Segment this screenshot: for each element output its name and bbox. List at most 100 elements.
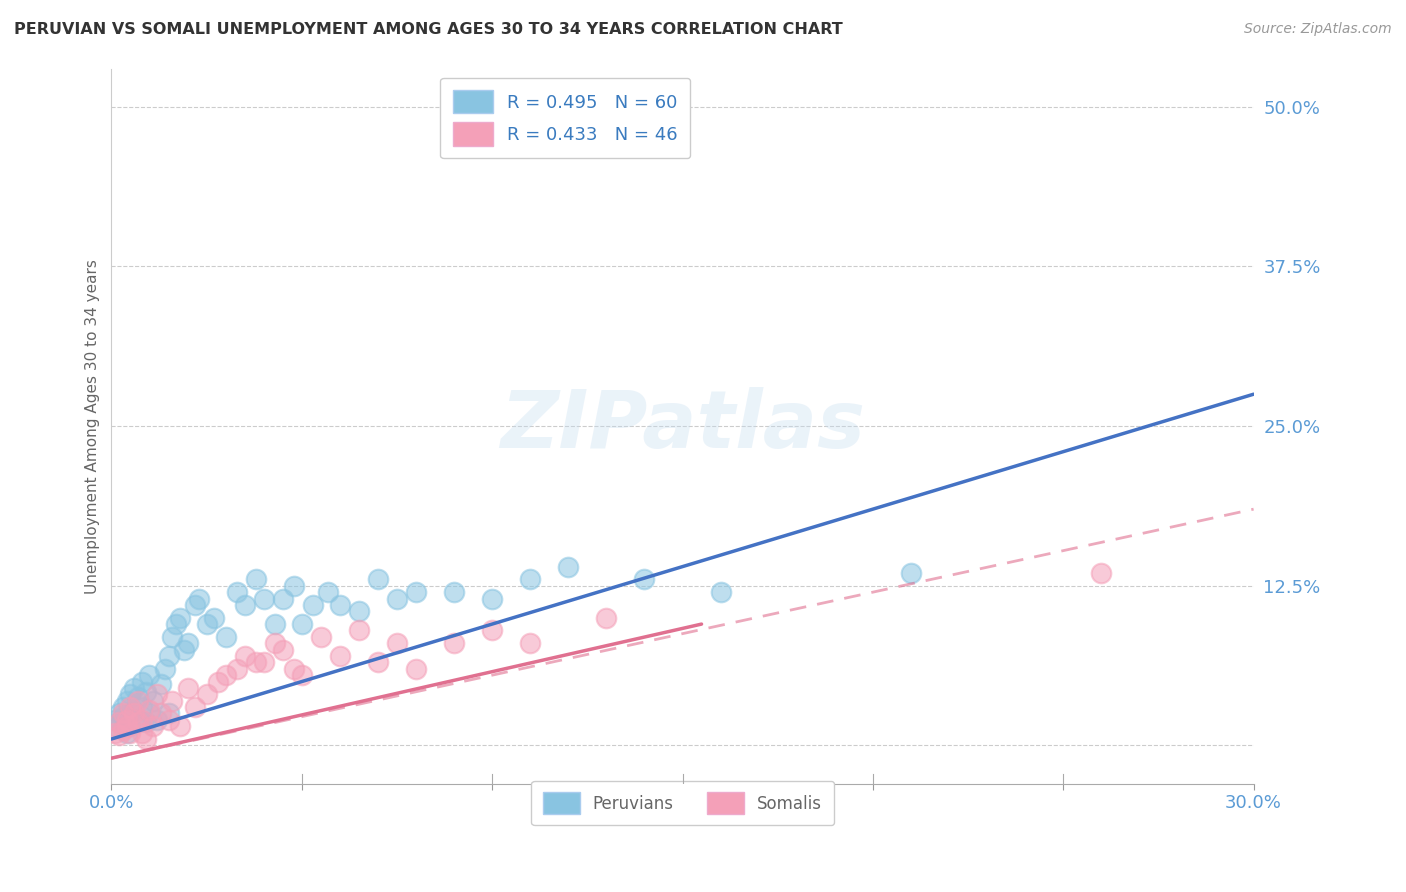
Point	[120, 706, 142, 721]
Point	[131, 700, 153, 714]
Point	[329, 648, 352, 663]
Point	[347, 624, 370, 638]
Point	[329, 598, 352, 612]
Point	[120, 687, 142, 701]
Point	[122, 706, 145, 721]
Point	[127, 694, 149, 708]
Point	[138, 703, 160, 717]
Point	[283, 662, 305, 676]
Point	[120, 719, 142, 733]
Point	[108, 715, 131, 730]
Point	[233, 648, 256, 663]
Point	[120, 700, 142, 714]
Point	[214, 630, 236, 644]
Point	[245, 656, 267, 670]
Point	[108, 715, 131, 730]
Point	[157, 706, 180, 721]
Point	[443, 585, 465, 599]
Point	[519, 573, 541, 587]
Point	[184, 598, 207, 612]
Point	[481, 624, 503, 638]
Point	[108, 728, 131, 742]
Point	[233, 598, 256, 612]
Point	[115, 713, 138, 727]
Point	[131, 713, 153, 727]
Text: Source: ZipAtlas.com: Source: ZipAtlas.com	[1244, 22, 1392, 37]
Point	[347, 604, 370, 618]
Point	[162, 694, 184, 708]
Point	[367, 656, 389, 670]
Point	[153, 662, 176, 676]
Point	[165, 617, 187, 632]
Point	[127, 715, 149, 730]
Point	[115, 719, 138, 733]
Point	[309, 630, 332, 644]
Point	[519, 636, 541, 650]
Point	[111, 706, 134, 721]
Point	[405, 662, 427, 676]
Point	[367, 573, 389, 587]
Point	[264, 617, 287, 632]
Text: ZIPatlas: ZIPatlas	[501, 387, 865, 465]
Point	[202, 610, 225, 624]
Point	[108, 706, 131, 721]
Point	[253, 656, 276, 670]
Point	[900, 566, 922, 580]
Point	[195, 617, 218, 632]
Point	[176, 681, 198, 695]
Y-axis label: Unemployment Among Ages 30 to 34 years: Unemployment Among Ages 30 to 34 years	[86, 259, 100, 593]
Point	[135, 715, 157, 730]
Point	[138, 706, 160, 721]
Point	[264, 636, 287, 650]
Point	[245, 573, 267, 587]
Point	[271, 642, 294, 657]
Point	[111, 700, 134, 714]
Point	[142, 694, 165, 708]
Point	[633, 138, 655, 153]
Point	[302, 598, 325, 612]
Point	[195, 687, 218, 701]
Point	[188, 591, 211, 606]
Point	[135, 685, 157, 699]
Point	[138, 668, 160, 682]
Point	[162, 630, 184, 644]
Point	[207, 674, 229, 689]
Point	[104, 713, 127, 727]
Point	[557, 559, 579, 574]
Point	[135, 732, 157, 747]
Point	[127, 713, 149, 727]
Point	[115, 694, 138, 708]
Point	[283, 579, 305, 593]
Point	[122, 703, 145, 717]
Point	[173, 642, 195, 657]
Point	[169, 610, 191, 624]
Point	[595, 610, 617, 624]
Point	[115, 725, 138, 739]
Point	[385, 636, 408, 650]
Point	[318, 585, 340, 599]
Point	[481, 591, 503, 606]
Point	[184, 700, 207, 714]
Point	[226, 662, 249, 676]
Point	[291, 668, 314, 682]
Point	[1090, 566, 1112, 580]
Point	[157, 713, 180, 727]
Point	[157, 648, 180, 663]
Point	[405, 585, 427, 599]
Point	[111, 710, 134, 724]
Point	[131, 674, 153, 689]
Point	[385, 591, 408, 606]
Point	[271, 591, 294, 606]
Point	[149, 677, 172, 691]
Legend: Peruvians, Somalis: Peruvians, Somalis	[531, 780, 834, 825]
Point	[291, 617, 314, 632]
Point	[146, 713, 169, 727]
Point	[710, 585, 733, 599]
Point	[149, 706, 172, 721]
Point	[633, 573, 655, 587]
Point	[104, 725, 127, 739]
Point	[176, 636, 198, 650]
Point	[104, 719, 127, 733]
Text: PERUVIAN VS SOMALI UNEMPLOYMENT AMONG AGES 30 TO 34 YEARS CORRELATION CHART: PERUVIAN VS SOMALI UNEMPLOYMENT AMONG AG…	[14, 22, 842, 37]
Point	[142, 719, 165, 733]
